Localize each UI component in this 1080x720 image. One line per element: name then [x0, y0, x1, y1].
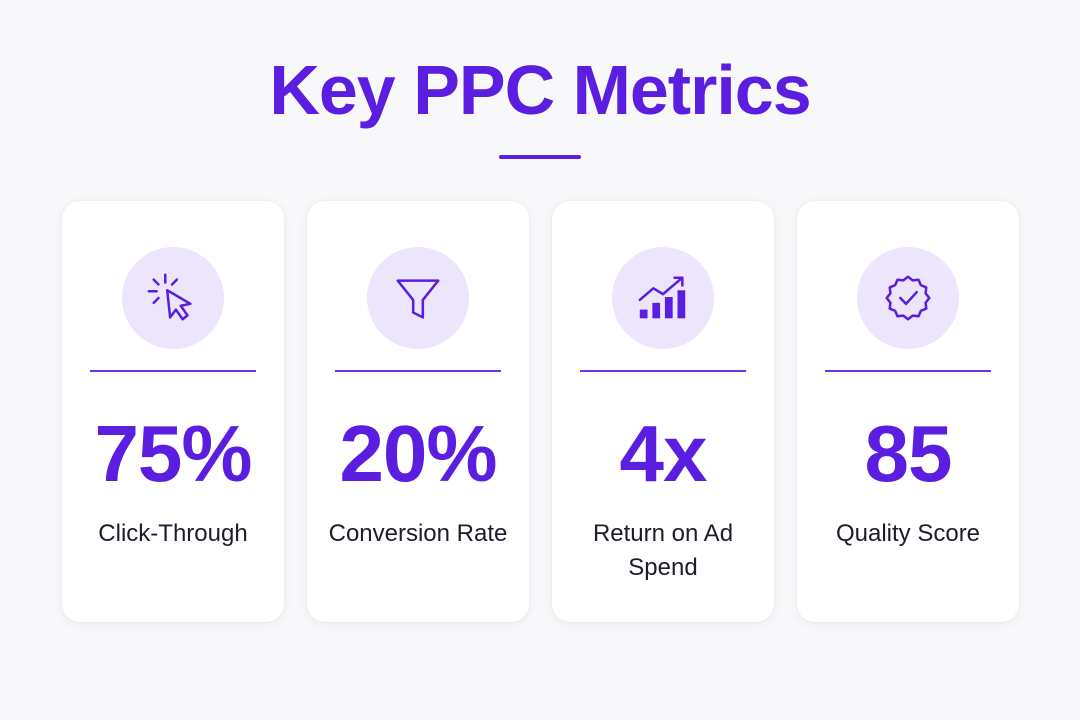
- metric-label: Quality Score: [835, 520, 981, 547]
- bar-chart-growth-icon: [638, 276, 686, 319]
- metric-value: 85: [864, 409, 953, 498]
- card-divider: [90, 370, 256, 372]
- badge-check-icon: [885, 275, 931, 321]
- card-divider: [580, 370, 746, 372]
- icon-circle: [122, 247, 224, 349]
- card-divider: [825, 370, 991, 372]
- icon-circle: [857, 247, 959, 349]
- icon-circle: [612, 247, 714, 349]
- metric-value: 75%: [94, 409, 252, 498]
- cursor-click-icon: [147, 273, 192, 321]
- icon-circle: [367, 247, 469, 349]
- metric-card-quality-score: 85 Quality Score: [797, 201, 1019, 622]
- metric-label: Click-Through: [98, 520, 248, 547]
- title-underline: [499, 155, 581, 159]
- card-divider: [335, 370, 501, 372]
- page-title: Key PPC Metrics: [269, 51, 811, 129]
- metric-card-conversion-rate: 20% Conversion Rate: [307, 201, 529, 622]
- funnel-icon: [396, 279, 440, 319]
- metric-label: Return on Ad Spend: [592, 520, 734, 581]
- metric-value: 20%: [339, 409, 497, 498]
- metric-card-return-on-ad-spend: 4x Return on Ad Spend: [552, 201, 774, 622]
- metric-value: 4x: [619, 409, 708, 498]
- metric-label: Conversion Rate: [328, 520, 508, 547]
- metric-card-click-through: 75% Click-Through: [62, 201, 284, 622]
